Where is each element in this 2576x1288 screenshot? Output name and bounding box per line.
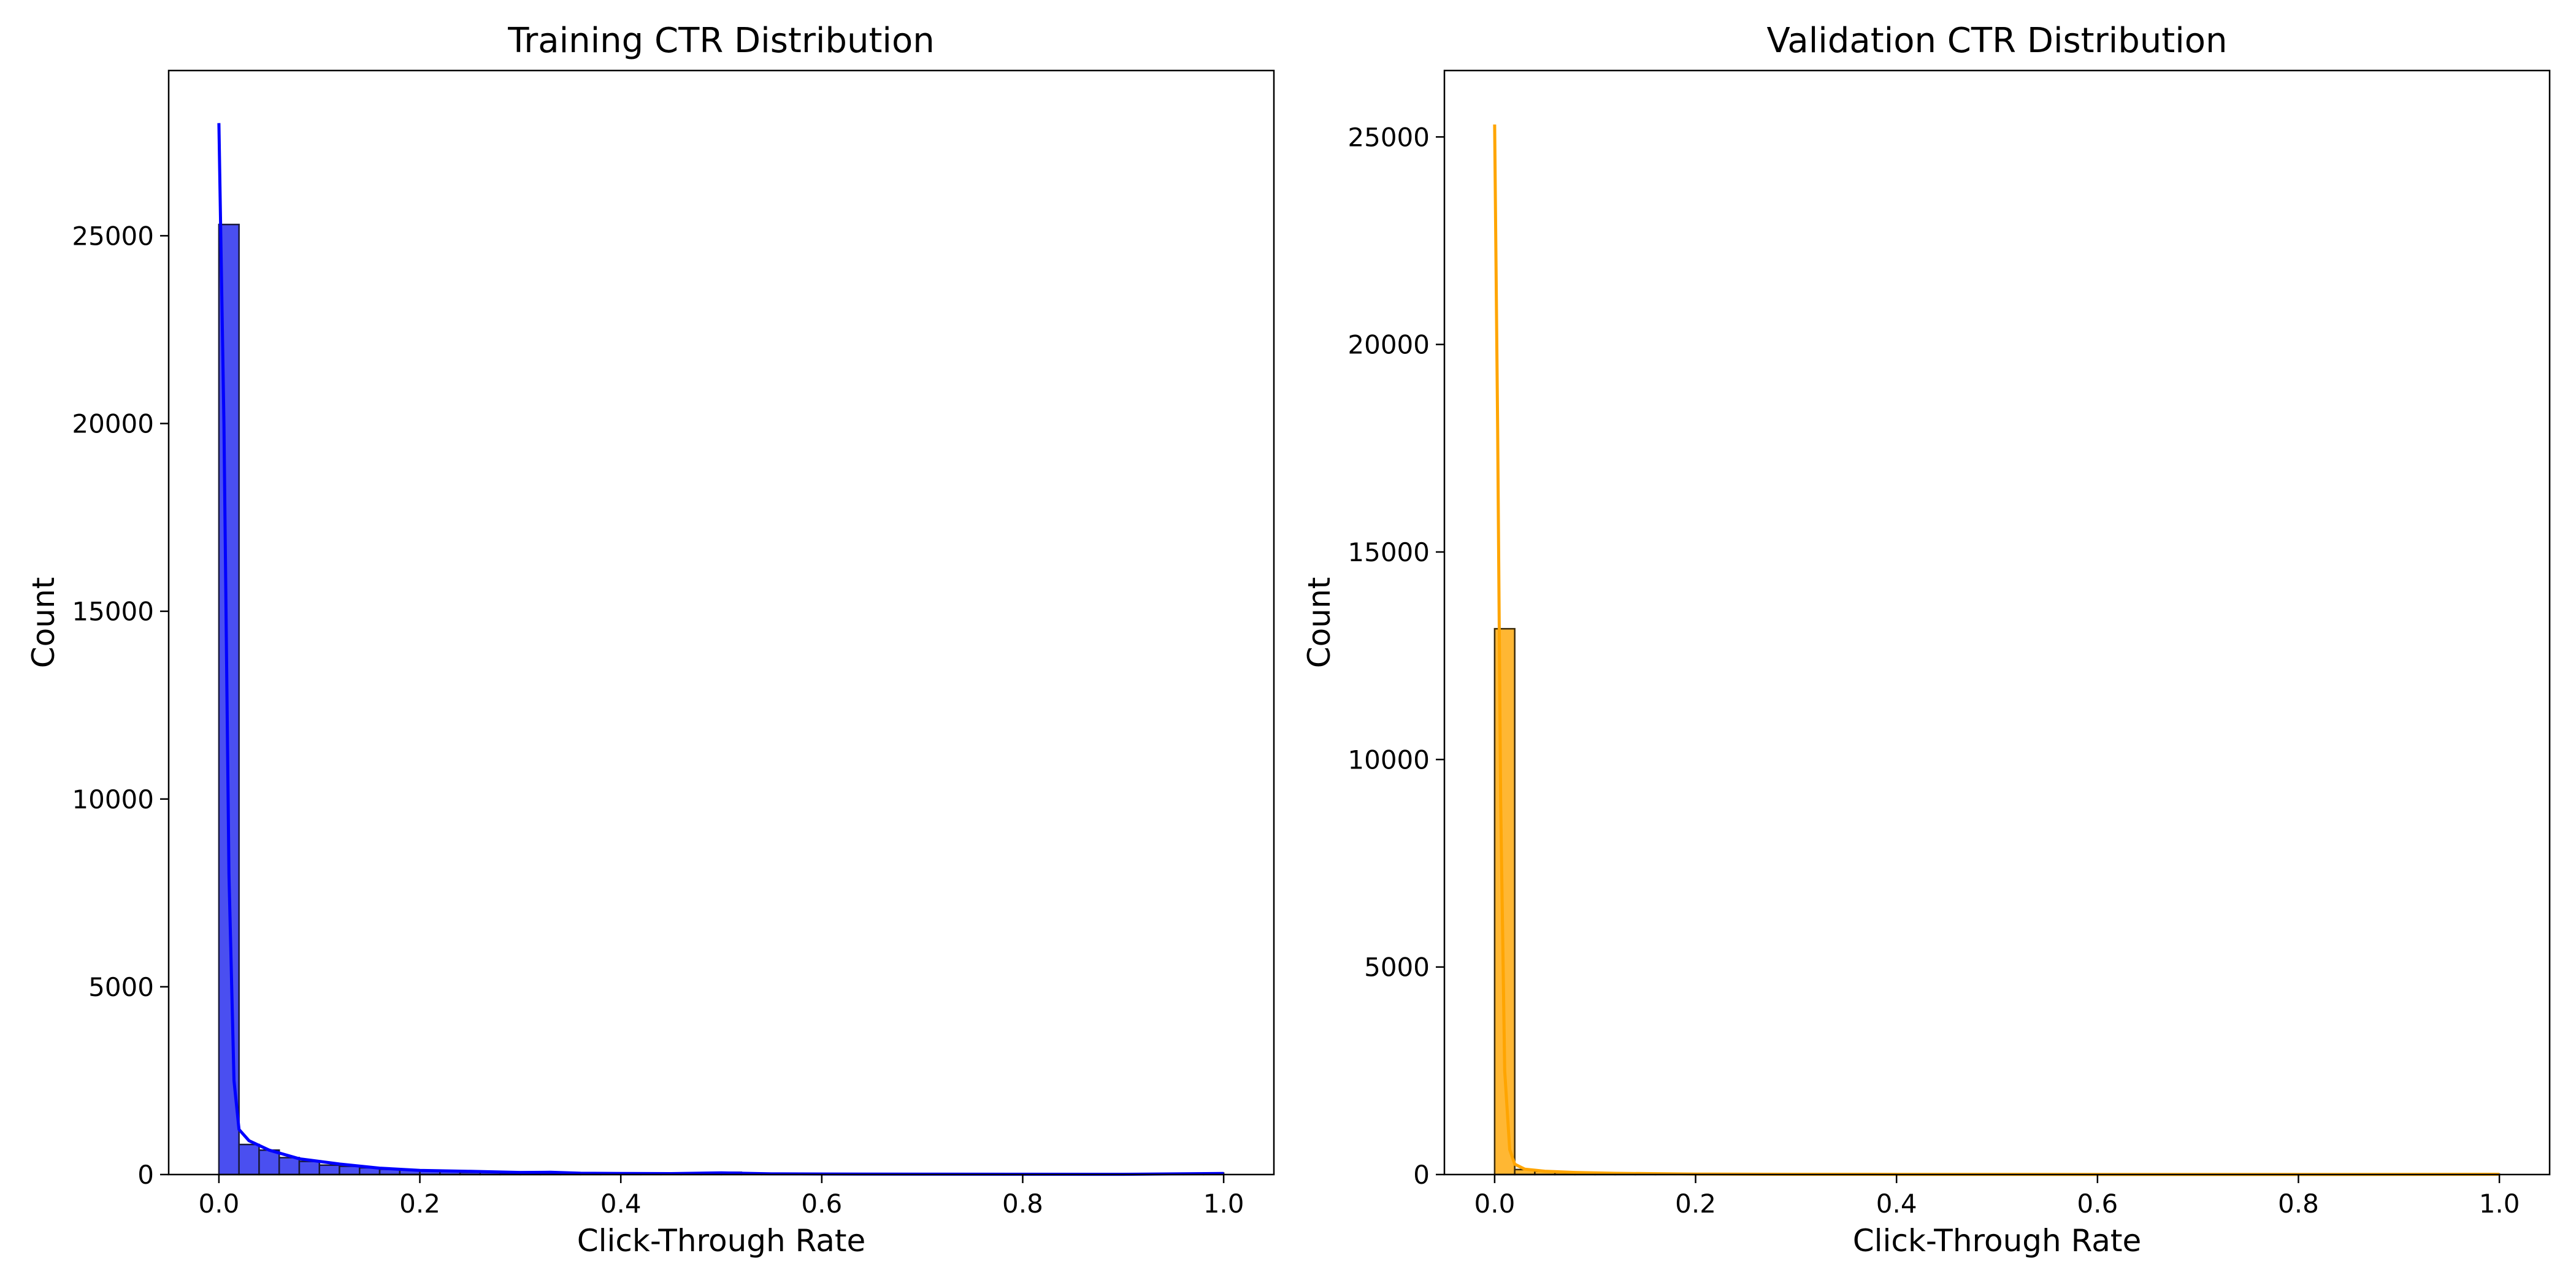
training-x-axis-label: Click-Through Rate	[577, 1223, 866, 1259]
y-tick-label: 20000	[1347, 330, 1430, 360]
plot-frame	[1443, 69, 2551, 1176]
y-tick-label: 15000	[1347, 537, 1430, 567]
training-ctr-panel: Training CTR Distribution 0.0 0.2 0.4 0.6 0.…	[26, 21, 1275, 1259]
y-tick-label: 5000	[1364, 953, 1430, 983]
x-tick-label: 1.0	[1203, 1189, 1244, 1219]
x-tick-label: 1.0	[2479, 1189, 2520, 1219]
y-tick-label: 5000	[88, 972, 154, 1002]
histogram-bar	[258, 1149, 280, 1176]
validation-ctr-panel: Validation CTR Distribution 0.0 0.2 0.4 0.6…	[1301, 21, 2551, 1259]
x-tick-label: 0.8	[2278, 1189, 2319, 1219]
training-y-axis-label: Count	[26, 577, 61, 669]
histogram-bar	[278, 1157, 301, 1176]
x-tick-label: 0.8	[1002, 1189, 1043, 1219]
y-tick-label: 0	[137, 1160, 154, 1190]
y-tick-label: 15000	[72, 597, 154, 627]
x-tick-label: 0.6	[801, 1189, 842, 1219]
histogram-bar	[298, 1160, 320, 1176]
validation-axes: 0.0 0.2 0.4 0.6 0.8 1.0 0 5000 10000 15000 20000 25…	[1347, 69, 2551, 1219]
x-tick-label: 0.4	[600, 1189, 642, 1219]
x-tick-label: 0.4	[1876, 1189, 1917, 1219]
validation-x-axis-label: Click-Through Rate	[1853, 1223, 2142, 1259]
validation-y-axis-label: Count	[1301, 577, 1337, 669]
validation-chart-title: Validation CTR Distribution	[1766, 21, 2227, 61]
y-tick-label: 25000	[1347, 122, 1430, 152]
y-tick-label: 0	[1413, 1160, 1430, 1190]
y-tick-label: 10000	[72, 784, 154, 815]
histogram-bar	[318, 1164, 340, 1176]
x-tick-label: 0.2	[399, 1189, 440, 1219]
plot-frame	[167, 69, 1275, 1176]
x-tick-label: 0.0	[1474, 1189, 1516, 1219]
validation-histogram-marks	[1493, 124, 2501, 1176]
training-chart-title: Training CTR Distribution	[507, 21, 935, 61]
y-tick-label: 25000	[72, 221, 154, 251]
training-histogram-marks	[217, 123, 1225, 1176]
histogram-bar	[339, 1165, 361, 1176]
y-tick-label: 20000	[72, 409, 154, 439]
training-axes: 0.0 0.2 0.4 0.6 0.8 1.0 0 5000 10000 15000 20000 25…	[72, 69, 1275, 1219]
kde-line	[217, 123, 1224, 1176]
kde-line	[1493, 124, 2500, 1176]
x-tick-label: 0.0	[199, 1189, 240, 1219]
y-tick-label: 10000	[1347, 745, 1430, 775]
x-tick-label: 0.6	[2077, 1189, 2118, 1219]
histogram-bar	[238, 1143, 260, 1176]
x-tick-label: 0.2	[1675, 1189, 1716, 1219]
